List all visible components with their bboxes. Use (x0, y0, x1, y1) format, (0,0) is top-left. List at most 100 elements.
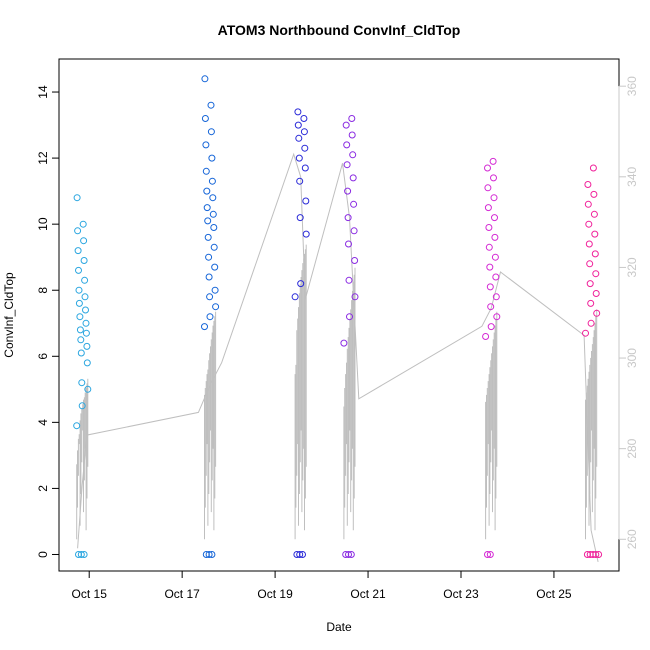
data-point (493, 313, 501, 321)
data-point (351, 293, 359, 301)
data-point (584, 200, 592, 208)
data-point (592, 551, 600, 558)
data-point (299, 551, 306, 558)
data-point (342, 121, 350, 129)
x-axis: Oct 15 Oct 17 Oct 19 Oct 21 Oct 23 Oct 25 (72, 570, 572, 601)
data-point (296, 214, 304, 222)
data-point (482, 333, 490, 340)
data-point (585, 240, 593, 248)
data-point (211, 286, 219, 294)
data-point (295, 154, 303, 162)
y-tick-label: 10 (36, 217, 50, 231)
data-point (349, 151, 357, 159)
data-point (294, 108, 302, 116)
data-point (204, 233, 212, 241)
data-point (340, 339, 348, 347)
y-tick-label: 6 (36, 353, 50, 360)
data-point (348, 131, 356, 139)
y-tick-label: 12 (36, 151, 50, 165)
x-axis-label: Date (326, 620, 352, 634)
data-point (349, 174, 357, 182)
data-point (300, 128, 308, 136)
data-point (73, 194, 81, 202)
data-point (202, 141, 210, 149)
data-point (484, 164, 491, 172)
data-point (204, 217, 212, 225)
y2-tick-label: 320 (625, 257, 639, 277)
x-tick-label: Oct 17 (164, 587, 200, 601)
y2-tick-label: 300 (625, 348, 639, 368)
data-point (487, 323, 495, 331)
data-point (585, 220, 593, 228)
data-point (586, 260, 594, 268)
data-points (73, 75, 603, 558)
data-point (207, 128, 215, 136)
data-point (295, 134, 303, 142)
data-point (296, 177, 304, 185)
data-point (491, 233, 499, 241)
data-point (296, 551, 304, 558)
data-point (592, 290, 600, 297)
y2-tick-label: 360 (625, 76, 639, 96)
data-point (208, 551, 216, 558)
data-point (590, 190, 598, 198)
data-point (592, 270, 600, 278)
data-point (587, 299, 595, 307)
data-point (76, 326, 84, 334)
data-point (74, 227, 82, 235)
data-point (582, 329, 589, 337)
data-point (344, 187, 352, 195)
y-axis-label: ConvInf_CldTop (2, 272, 16, 358)
y-axis: 0 2 4 6 8 10 12 14 (36, 85, 60, 558)
data-point (77, 336, 85, 344)
data-point (207, 101, 215, 109)
data-point (345, 240, 352, 248)
data-point (489, 157, 497, 165)
data-point (205, 253, 213, 261)
data-point (491, 214, 498, 222)
x-tick-label: Oct 23 (443, 587, 479, 601)
data-point (589, 164, 597, 172)
plot-frame (58, 58, 620, 572)
data-point (80, 257, 88, 264)
data-point (82, 306, 89, 314)
data-point (75, 266, 82, 274)
data-point (203, 204, 211, 212)
data-point (350, 227, 358, 235)
data-point (82, 319, 90, 327)
data-point (491, 253, 499, 261)
data-point (81, 276, 89, 284)
y-tick-label: 4 (36, 419, 50, 426)
data-point (485, 224, 493, 231)
data-point (302, 230, 310, 238)
data-point (591, 230, 599, 238)
data-point (492, 273, 500, 281)
data-point (74, 247, 82, 255)
data-point (490, 174, 497, 182)
x-tick-label: Oct 21 (350, 587, 386, 601)
data-point (484, 184, 492, 192)
data-point (73, 422, 81, 430)
data-point (487, 303, 495, 311)
data-point (300, 115, 308, 122)
data-point (202, 167, 210, 175)
secondary-series-line (76, 152, 599, 563)
data-point (345, 276, 353, 284)
data-point (77, 349, 85, 357)
data-point (486, 551, 494, 558)
x-tick-label: Oct 25 (536, 587, 572, 601)
data-point (492, 293, 500, 301)
data-point (205, 273, 213, 281)
data-point (301, 144, 309, 152)
data-point (211, 263, 219, 271)
data-point (201, 115, 209, 122)
data-point (350, 200, 358, 208)
x-tick-label: Oct 15 (72, 587, 108, 601)
y2-tick-label: 260 (625, 529, 639, 549)
data-point (203, 187, 211, 195)
data-point (485, 243, 493, 251)
data-point (484, 551, 491, 558)
data-point (590, 210, 598, 218)
data-point (206, 293, 214, 301)
data-point (209, 194, 217, 202)
